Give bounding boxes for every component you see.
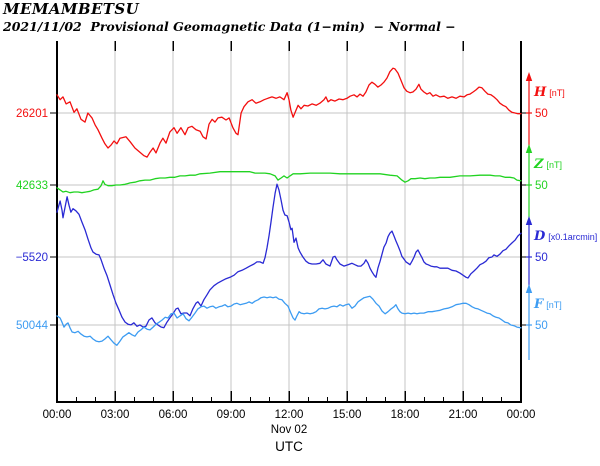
utc-label: UTC: [275, 439, 303, 454]
x-tick-label: 15:00: [333, 409, 362, 421]
x-tick-label: 21:00: [449, 409, 478, 421]
series-H-axis-label: H [nT]: [533, 85, 565, 100]
series-F-scale-value: 50: [535, 320, 548, 332]
x-tick-label: 18:00: [391, 409, 420, 421]
series-F-curve: [56, 295, 522, 346]
baseline-value-label-H: 26201: [16, 108, 48, 120]
series-D-axis-label: D [x0.1arcmin]: [533, 229, 597, 244]
x-tick-label: 00:00: [507, 409, 536, 421]
date-label: Nov 02: [271, 424, 307, 436]
x-tick-label: 00:00: [43, 409, 72, 421]
series-D-curve: [56, 183, 522, 329]
x-tick-label: 09:00: [217, 409, 246, 421]
series-Z-curve: [56, 171, 522, 194]
baseline-value-label-Z: 42633: [16, 180, 48, 192]
station-title: MEMAMBETSU: [3, 0, 140, 18]
baseline-value-label-D: −5520: [16, 252, 48, 264]
x-tick-label: 03:00: [101, 409, 130, 421]
plot-subtitle: 2021/11/02 Provisional Geomagnetic Data …: [3, 19, 456, 34]
x-tick-label: 06:00: [159, 409, 188, 421]
x-tick-label: 12:00: [275, 409, 304, 421]
series-H-arrowhead-icon: [525, 72, 533, 81]
series-H-scale-value: 50: [535, 108, 548, 120]
baseline-value-label-F: 50044: [16, 320, 49, 332]
series-D-scale-value: 50: [535, 252, 548, 264]
series-Z-arrowhead-icon: [525, 144, 533, 153]
series-Z-scale-value: 50: [535, 180, 548, 192]
series-Z-axis-label: Z [nT]: [533, 157, 562, 172]
series-F-axis-label: F [nT]: [533, 297, 562, 312]
series-H-curve: [56, 67, 522, 158]
series-F-arrowhead-icon: [525, 284, 533, 293]
series-D-arrowhead-icon: [525, 216, 533, 225]
